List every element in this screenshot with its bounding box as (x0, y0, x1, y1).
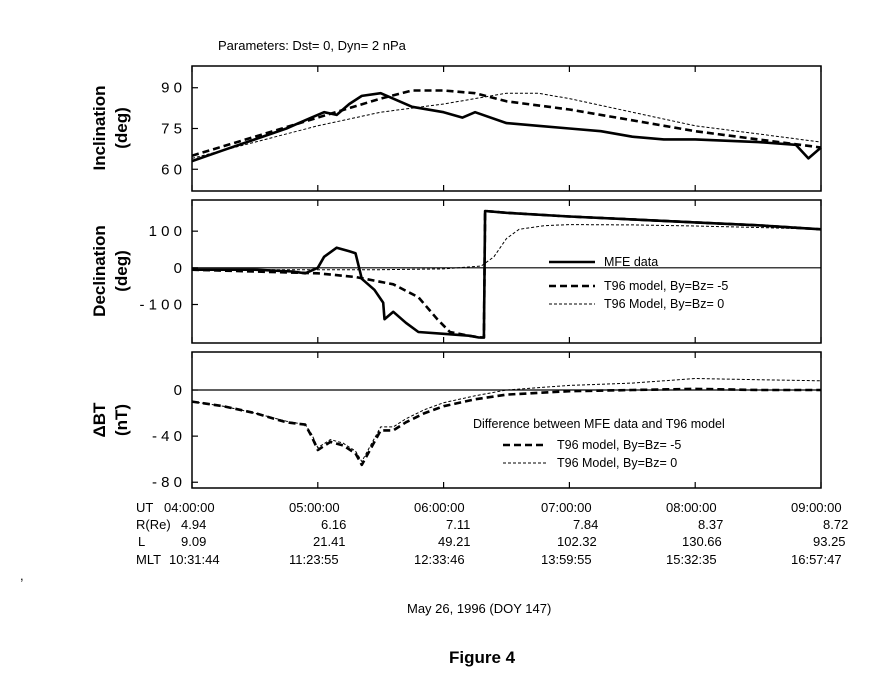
declination-panel-frame (191, 199, 822, 344)
ut-value-0400: 04:00:00 (164, 500, 215, 515)
r-value-0400: 4.94 (181, 517, 206, 532)
mlt-value-0800: 15:32:35 (666, 552, 717, 567)
inclination-panel: 9 0 7 5 6 0 Inclination (deg) (90, 66, 822, 191)
date-caption: May 26, 1996 (DOY 147) (407, 601, 551, 616)
r-value-0700: 7.84 (573, 517, 598, 532)
l-value-0400: 9.09 (181, 534, 206, 549)
y-tick-label: 0 (174, 382, 182, 399)
row-label-l: L (138, 534, 145, 549)
l-value-0800: 130.66 (682, 534, 722, 549)
legend-label-mfe: MFE data (604, 255, 658, 269)
ut-value-0500: 05:00:00 (289, 500, 340, 515)
y-tick-label: 7 5 (161, 121, 182, 138)
delta-bt-panel-frame (191, 351, 822, 489)
t96-zero-declination-line (192, 224, 822, 271)
y-axis-label: ΔBT (90, 402, 109, 437)
t96-minus5-declination-line (191, 209, 822, 339)
l-value-0900: 93.25 (813, 534, 846, 549)
y-tick-label: - 1 0 0 (139, 297, 182, 314)
y-tick-label: 9 0 (161, 80, 182, 97)
mlt-value-0400: 10:31:44 (169, 552, 220, 567)
stray-mark: , (20, 568, 24, 583)
t96-minus5-inclination-line (191, 89, 822, 157)
r-value-0800: 8.37 (698, 517, 723, 532)
ut-value-0800: 08:00:00 (666, 500, 717, 515)
declination-panel: 1 0 0 0 - 1 0 0 Declination (deg) (90, 200, 822, 343)
l-value-0600: 49.21 (438, 534, 471, 549)
legend-label-t96-minus5: T96 model, By=Bz= -5 (604, 279, 728, 293)
y-tick-label: - 4 0 (152, 428, 182, 445)
t96-zero-delta-bt-line (191, 378, 822, 462)
delta-bt-legend: Difference between MFE data and T96 mode… (473, 417, 725, 470)
ut-value-0600: 06:00:00 (414, 500, 465, 515)
legend-label-delta-t96-zero: T96 Model, By=Bz= 0 (557, 456, 677, 470)
y-axis-label: Inclination (90, 86, 109, 171)
row-label-r: R(Re) (136, 517, 171, 532)
y-axis-label: (deg) (112, 107, 131, 149)
r-value-0600: 7.11 (446, 517, 470, 532)
mlt-value-0500: 11:23:55 (289, 552, 339, 567)
delta-bt-panel: 0 - 4 0 - 8 0 ΔBT (nT) (90, 352, 822, 491)
ut-value-0900: 09:00:00 (791, 500, 842, 515)
mlt-value-0700: 13:59:55 (541, 552, 592, 567)
y-axis-label: Declination (90, 225, 109, 317)
y-tick-label: 0 (174, 260, 182, 277)
mlt-value-0600: 12:33:46 (414, 552, 465, 567)
row-label-ut: UT (136, 500, 153, 515)
declination-legend: MFE data T96 model, By=Bz= -5 T96 Model,… (549, 255, 728, 311)
legend-title-difference: Difference between MFE data and T96 mode… (473, 417, 725, 431)
y-tick-label: - 8 0 (152, 474, 182, 491)
legend-label-delta-t96-minus5: T96 model, By=Bz= -5 (557, 438, 681, 452)
parameters-text: Parameters: Dst= 0, Dyn= 2 nPa (218, 38, 407, 53)
r-value-0500: 6.16 (321, 517, 346, 532)
y-tick-label: 6 0 (161, 161, 182, 178)
l-value-0700: 102.32 (557, 534, 597, 549)
row-label-mlt: MLT (136, 552, 161, 567)
orbit-table: UT R(Re) L MLT 04:00:00 4.94 9.09 10:31:… (136, 500, 848, 567)
l-value-0500: 21.41 (313, 534, 346, 549)
mfe-inclination-line (191, 91, 822, 163)
t96-zero-inclination-line (191, 92, 822, 159)
y-axis-label: (nT) (112, 404, 131, 436)
ut-value-0700: 07:00:00 (541, 500, 592, 515)
mlt-value-0900: 16:57:47 (791, 552, 842, 567)
legend-label-t96-zero: T96 Model, By=Bz= 0 (604, 297, 724, 311)
y-axis-label: (deg) (112, 250, 131, 292)
r-value-0900: 8.72 (823, 517, 848, 532)
mfe-declination-line (192, 209, 822, 339)
figure-caption: Figure 4 (449, 648, 516, 667)
y-tick-label: 1 0 0 (149, 223, 182, 240)
